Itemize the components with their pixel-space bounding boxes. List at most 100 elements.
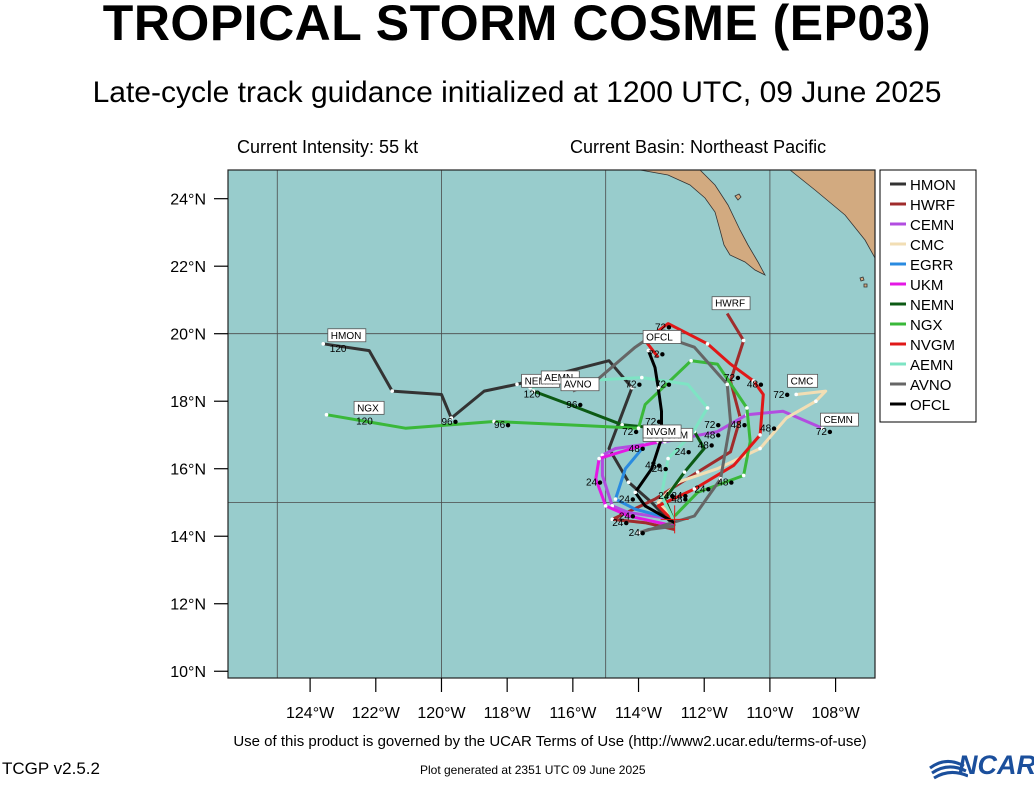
track-cemn (600, 409, 824, 521)
lon-tick-label: 124°W (286, 705, 335, 722)
track-point (531, 389, 536, 393)
track-point (620, 423, 624, 427)
hour-label: 24 (652, 464, 664, 475)
legend-label: UKM (910, 277, 943, 294)
hour-dot (663, 466, 668, 472)
track-point (741, 338, 746, 343)
track-point (515, 382, 519, 387)
track-label-nemn: NEMN (525, 376, 554, 387)
hour-label: 72 (625, 380, 637, 391)
legend-label: AVNO (910, 377, 951, 394)
track-point (640, 375, 644, 380)
hour-label: 48 (645, 461, 657, 472)
track-label-nvgm: NVGM (646, 427, 676, 438)
track-label-box (560, 377, 600, 392)
current-intensity: Current Intensity: 55 kt (237, 137, 419, 157)
hour-label: 72 (655, 322, 667, 333)
track-label-aemn: AEMN (544, 373, 573, 384)
current-basin: Current Basin: Northeast Pacific (570, 137, 827, 157)
track-point (603, 504, 608, 508)
hour-dot (735, 375, 741, 381)
hour-dot (637, 382, 642, 387)
track-point (695, 470, 700, 474)
track-hwrf (610, 312, 746, 531)
lat-tick-label: 20°N (170, 327, 206, 344)
version-label: TCGP v2.5.2 (2, 759, 100, 778)
ncar-logo: NCAR (928, 748, 1034, 780)
track-point (725, 382, 730, 387)
model-legend: HMON HWRF CEMN CMC EGRR UKM NEMN NGX NVGM AEMN AVN… (879, 169, 977, 423)
hour-label: 72 (622, 427, 634, 438)
lat-tick-label: 18°N (170, 394, 206, 411)
track-label-box (327, 328, 367, 343)
track-point (656, 385, 661, 390)
track-point (646, 348, 651, 353)
legend-box (879, 169, 977, 423)
track-label-avno: AVNO (564, 380, 592, 391)
ncar-logo-text: NCAR (958, 750, 1034, 780)
track-point (636, 531, 641, 535)
hour-label: 96 (566, 400, 578, 411)
hour-label: 24 (675, 447, 687, 458)
legend-label: CEMN (910, 217, 954, 234)
track-point (758, 446, 762, 451)
track-point (492, 419, 496, 424)
lat-tick-label: 12°N (170, 597, 206, 614)
track-point (390, 389, 395, 393)
track-point (610, 517, 615, 522)
track-label-hmon: HMON (331, 331, 362, 342)
terms-of-use-notice: Use of this product is governed by the U… (233, 733, 867, 750)
track-point (666, 456, 670, 461)
track-label-box (642, 424, 682, 439)
land-island (859, 276, 865, 282)
generated-timestamp: Plot generated at 2351 UTC 09 June 2025 (420, 763, 646, 777)
lon-tick-label: 114°W (615, 705, 663, 722)
hour-dot (683, 497, 688, 502)
legend-label: EGRR (910, 257, 954, 274)
track-point (630, 385, 634, 390)
lat-tick-label: 22°N (170, 259, 206, 276)
hour-dot (666, 325, 672, 330)
track-map: 2424242424242424242448484848484848484872… (170, 169, 977, 722)
hour-label: 48 (698, 440, 710, 451)
track-point (321, 342, 326, 346)
lon-tick-label: 110°W (746, 705, 794, 722)
hour-label: 72 (645, 417, 657, 428)
hour-label: 24 (612, 518, 624, 529)
track-label-cemn: CEMN (823, 415, 852, 426)
lat-tick-label: 16°N (170, 462, 206, 479)
map-frame (227, 169, 876, 679)
hour-label: 48 (730, 420, 742, 431)
hour-dot (633, 429, 639, 435)
track-label-hwrf: HWRF (715, 299, 745, 310)
legend-label: CMC (910, 237, 944, 254)
storm-center-marker (660, 505, 689, 534)
track-nvgm (643, 322, 765, 524)
track-point (794, 392, 798, 397)
hour-label: 72 (816, 427, 828, 438)
hour-dot (656, 463, 662, 468)
track-point (758, 433, 762, 437)
lon-tick-label: 116°W (549, 705, 597, 722)
forecast-hour-labels: 2424242424242424242448484848484848484872… (441, 322, 833, 539)
map-axes: 10°N 12°N 14°N 16°N 18°N 20°N 22°N 24°N 124°W 122… (170, 192, 860, 722)
land-baja (639, 170, 766, 276)
hour-dot (771, 426, 777, 431)
hour-label: 48 (629, 444, 641, 455)
lat-tick-label: 14°N (170, 529, 206, 546)
track-point (682, 470, 687, 474)
hour-dot (706, 487, 711, 492)
hour-dot (670, 493, 675, 499)
legend-label: NVGM (910, 337, 955, 354)
lon-tick-label: 120°W (417, 705, 466, 722)
track-label-box (787, 373, 819, 388)
track-label-box (711, 296, 751, 311)
track-label-box (642, 330, 682, 344)
hour-label: 24 (671, 491, 683, 502)
track-point (449, 416, 454, 420)
track-end-hour: 120 (356, 416, 373, 427)
hour-dot (729, 480, 734, 485)
track-end-hour: 120 (330, 344, 347, 355)
page-subtitle: Late-cycle track guidance initialized at… (92, 76, 942, 109)
hour-label: 72 (655, 380, 667, 391)
